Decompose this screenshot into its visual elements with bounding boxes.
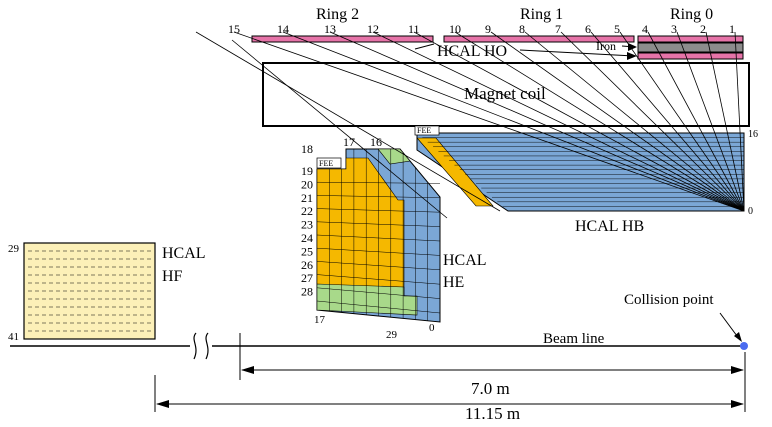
dist-11m-label: 11.15 m [465, 404, 520, 423]
he-tower-number: 24 [301, 231, 313, 245]
collision-point-label: Collision point [624, 292, 714, 308]
eta-line [372, 31, 745, 212]
eta-line [329, 31, 745, 212]
tower-number: 14 [277, 22, 289, 36]
tower-number: 11 [408, 22, 420, 36]
he-tower-number: 27 [301, 271, 313, 285]
hcal-he-block [316, 148, 441, 323]
hcal-hb-label: HCAL HB [575, 218, 644, 235]
tower-number: 7 [555, 22, 561, 36]
he-bottom-number: 29 [386, 329, 398, 341]
eta-line [282, 31, 745, 212]
tower-number: 12 [367, 22, 379, 36]
hcal-hf-block [23, 242, 156, 340]
he-tower-number: 28 [301, 285, 313, 299]
tower-number: 15 [228, 22, 240, 36]
he-tower-number: 19 [301, 164, 313, 178]
beam-break-mark [190, 332, 212, 360]
he-tower-number: 25 [301, 244, 313, 258]
eta-line [705, 31, 745, 212]
eta-line [490, 31, 745, 212]
fee-he-label: FEE [319, 159, 333, 168]
ho-ring0-lower-bar [637, 52, 744, 60]
tower-number: 3 [671, 22, 677, 36]
tower-number: 4 [642, 22, 648, 36]
beam-line-label: Beam line [543, 331, 605, 347]
eta-line [560, 31, 745, 212]
eta-line [590, 31, 745, 212]
magnet-coil-label: Magnet coil [464, 84, 546, 103]
hcal-ho-label: HCAL HO [437, 43, 507, 60]
hcal-hf-label-1: HCAL [162, 245, 206, 262]
tower-number: 6 [585, 22, 591, 36]
magnet-coil-box [262, 62, 750, 127]
hcal-he-label-1: HCAL [443, 252, 487, 269]
tower-number: 2 [700, 22, 706, 36]
hcal-he-label-2: HE [443, 274, 464, 291]
eta-line [413, 31, 745, 212]
he-bottom-number: 0 [429, 322, 435, 334]
ring0-label: Ring 0 [670, 6, 713, 23]
eta-line [734, 31, 745, 212]
hcal-hb-block [414, 125, 745, 212]
tower-number: 9 [485, 22, 491, 36]
eta-line [647, 31, 745, 212]
tower-number: 5 [614, 22, 620, 36]
tower-number: 1 [729, 22, 735, 36]
fee-hb-label: FEE [417, 126, 431, 135]
he-tower-number: 18 [301, 142, 313, 156]
collision-point-dot [740, 342, 748, 350]
ring2-label: Ring 2 [316, 6, 359, 23]
he-tower-number: 23 [301, 218, 313, 232]
hb-layer-bottom-label: 0 [748, 206, 753, 217]
eta-line [619, 31, 745, 212]
tower-number: 10 [449, 22, 461, 36]
he-bottom-number: 17 [314, 314, 326, 326]
tower-number: 13 [324, 22, 336, 36]
ring1-label: Ring 1 [520, 6, 563, 23]
eta-line [524, 31, 745, 212]
eta-tower-lines [195, 31, 745, 219]
iron-bar [637, 42, 744, 53]
eta-line [676, 31, 745, 212]
iron-label: Iron [596, 39, 616, 53]
he-top-number: 16 [370, 135, 382, 149]
he-tower-number: 26 [301, 258, 313, 272]
dist-7m-label: 7.0 m [471, 379, 510, 398]
hcal-hf-label-2: HF [162, 268, 183, 285]
ho-ring1-bar [443, 35, 635, 43]
he-tower-number: 21 [301, 191, 313, 205]
hb-layer-top-label: 16 [748, 129, 758, 140]
ho-ring2-bar [251, 35, 434, 43]
eta-line [233, 31, 745, 212]
hf-bottom-number: 41 [8, 331, 19, 343]
eta-line [454, 31, 745, 212]
he-tower-number: 20 [301, 177, 313, 191]
he-tower-number: 22 [301, 204, 313, 218]
he-top-number: 17 [343, 135, 355, 149]
hf-top-number: 29 [8, 243, 20, 255]
tower-number: 8 [519, 22, 525, 36]
ho-ring0-upper-bar [637, 35, 744, 43]
